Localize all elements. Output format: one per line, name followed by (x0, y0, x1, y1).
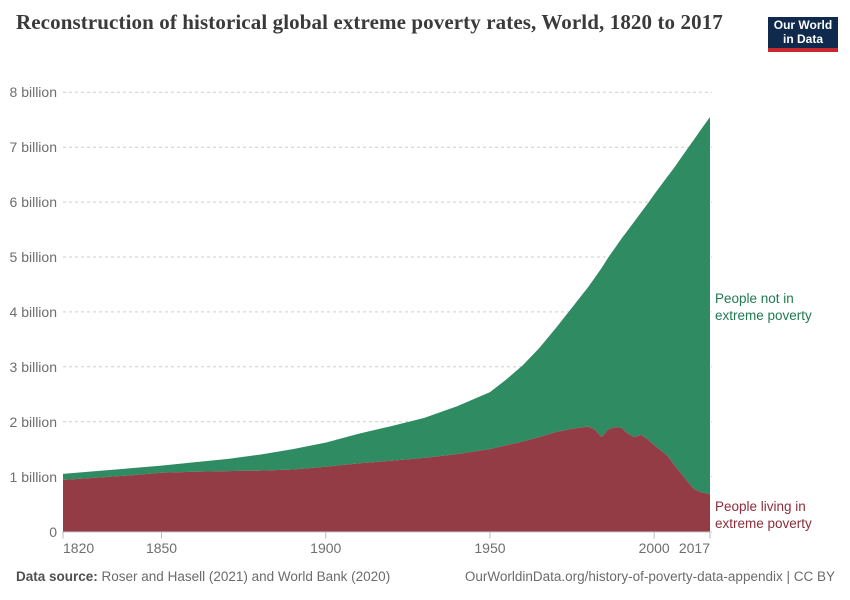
y-axis-label: 3 billion (9, 358, 57, 375)
x-axis-label: 1900 (310, 540, 342, 556)
chart-title: Reconstruction of historical global extr… (16, 10, 723, 34)
data-source-text: Roser and Hasell (2021) and World Bank (… (97, 569, 391, 584)
y-axis-label: 5 billion (9, 249, 57, 265)
owid-logo: Our World in Data (768, 17, 838, 52)
y-axis-label: 0 (49, 523, 57, 540)
y-axis-label: 6 billion (9, 194, 57, 211)
x-axis-label: 1850 (145, 540, 178, 556)
y-axis-label: 2 billion (9, 413, 57, 430)
citation-url: OurWorldinData.org/history-of-poverty-da… (464, 569, 835, 584)
logo-line-2: in Data (782, 31, 823, 46)
data-source-label: Data source: (16, 569, 98, 584)
x-axis-label: 2000 (638, 540, 670, 556)
y-axis-label: 4 billion (9, 303, 57, 320)
x-axis-label: 2017 (678, 540, 710, 556)
x-axis-label: 1820 (63, 540, 95, 556)
x-axis-label: 1950 (474, 540, 506, 556)
logo-line-1: Our World (773, 18, 833, 32)
data-source: Data source: Roser and Hasell (2021) and… (16, 569, 390, 584)
y-axis-label: 7 billion (9, 139, 57, 156)
series-label-in-poverty[interactable]: People living in extreme poverty (715, 499, 812, 531)
y-axis-label: 8 billion (9, 84, 57, 101)
area-extreme-poverty[interactable] (63, 426, 710, 532)
y-axis-label: 1 billion (9, 468, 57, 485)
area-not-in-extreme-poverty[interactable] (63, 117, 710, 495)
series-label-not-in-poverty[interactable]: People not in extreme poverty (715, 291, 812, 323)
